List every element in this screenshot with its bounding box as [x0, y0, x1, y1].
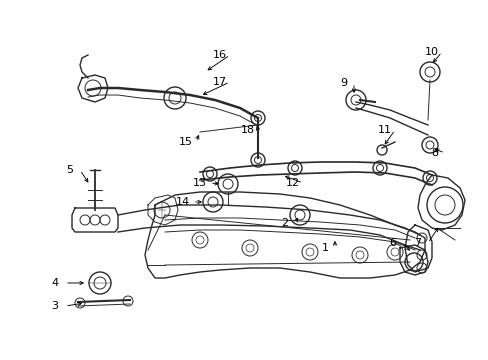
Text: 13: 13: [193, 178, 206, 188]
Text: 7: 7: [414, 238, 421, 248]
Text: 3: 3: [51, 301, 59, 311]
Text: 5: 5: [66, 165, 73, 175]
Text: 2: 2: [281, 218, 288, 228]
Text: 8: 8: [430, 148, 438, 158]
Text: 9: 9: [340, 78, 347, 88]
Text: 6: 6: [389, 238, 396, 248]
Text: 16: 16: [213, 50, 226, 60]
Text: 4: 4: [51, 278, 59, 288]
Text: 17: 17: [212, 77, 226, 87]
Text: 15: 15: [179, 137, 193, 147]
Text: 10: 10: [424, 47, 438, 57]
Text: 1: 1: [321, 243, 328, 253]
Text: 12: 12: [285, 178, 300, 188]
Text: 11: 11: [377, 125, 391, 135]
Text: 14: 14: [176, 197, 190, 207]
Text: 18: 18: [241, 125, 255, 135]
